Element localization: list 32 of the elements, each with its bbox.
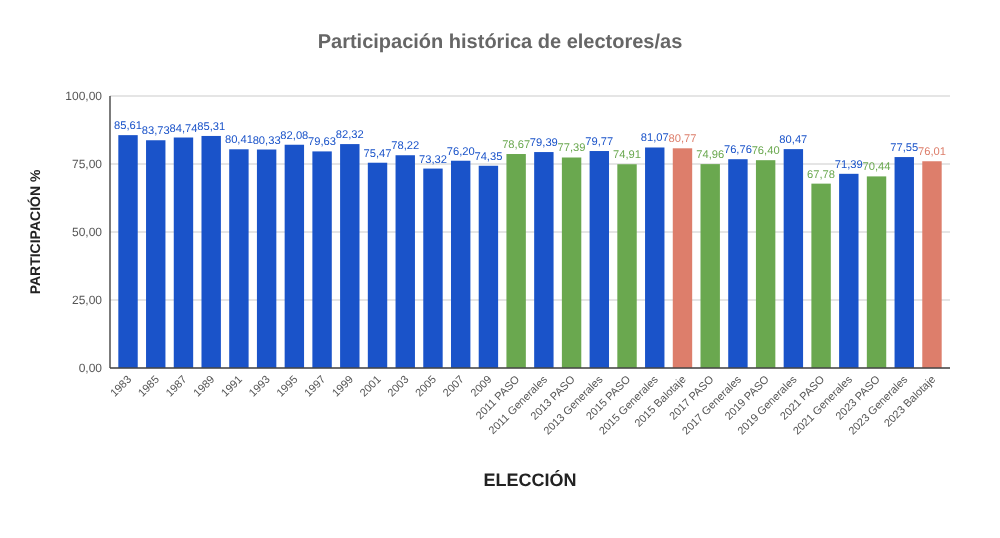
bar [755,160,776,368]
bar [284,144,305,368]
bar [256,149,277,368]
bar [395,155,415,368]
bar [146,140,166,368]
bar [783,149,804,368]
bar [894,157,914,368]
bar [922,161,942,368]
bar [645,147,665,368]
bar [617,164,637,368]
bar [173,137,194,368]
bar [672,148,693,368]
bar [201,135,221,368]
bar [839,173,859,368]
x-axis-title: ELECCIÓN [483,470,577,490]
bar [340,144,360,368]
bar [534,152,554,368]
bar [728,159,748,368]
bar [450,160,471,368]
bar [118,135,138,368]
bar [423,168,443,368]
bar [478,165,499,368]
bar [589,151,610,368]
bar [866,176,887,368]
bar [700,164,720,368]
bar [811,183,831,368]
bar [229,149,249,368]
bar [312,151,332,368]
chart-title: Participación histórica de electores/as [317,32,684,54]
bar [367,162,388,368]
bar [561,157,582,368]
bar [506,154,526,368]
